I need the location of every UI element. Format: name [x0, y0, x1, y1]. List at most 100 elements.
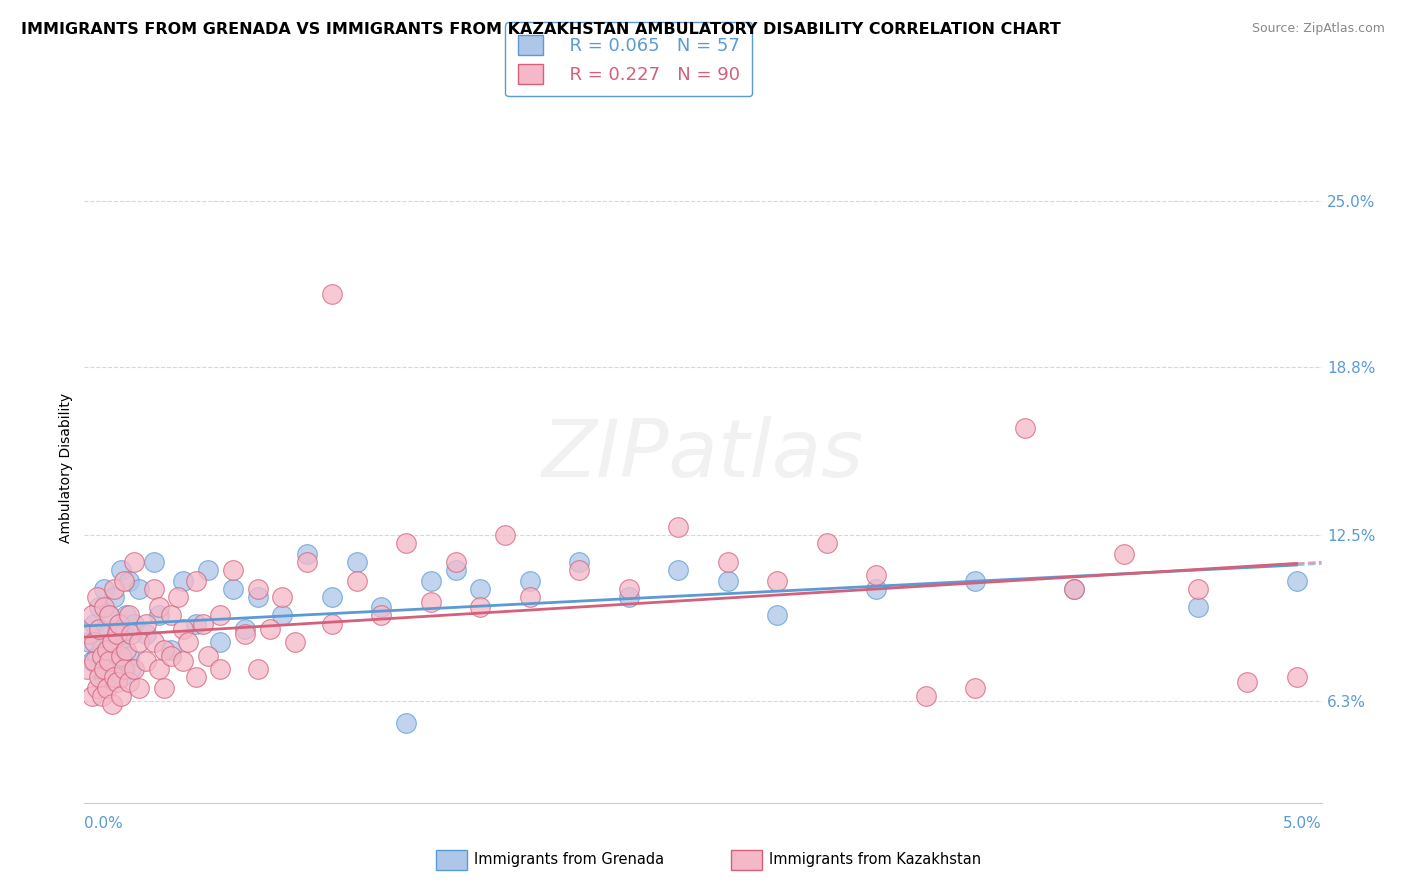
Point: [105, 675, 128, 690]
Point: [120, 662, 142, 676]
Point: [80, 654, 103, 668]
Point: [494, 528, 516, 542]
Point: [115, 608, 138, 623]
Point: [110, 648, 132, 663]
Point: [965, 574, 987, 588]
Point: [118, 648, 141, 663]
Point: [1285, 670, 1308, 684]
Point: [90, 689, 112, 703]
Text: 5.0%: 5.0%: [1282, 816, 1322, 831]
Point: [197, 563, 219, 577]
Point: [395, 715, 418, 730]
Point: [98, 662, 121, 676]
Point: [110, 563, 132, 577]
Point: [98, 654, 121, 668]
Point: [815, 536, 838, 550]
Point: [666, 563, 689, 577]
Point: [419, 574, 441, 588]
Point: [122, 616, 145, 631]
Point: [177, 635, 200, 649]
Point: [128, 582, 150, 596]
Point: [112, 662, 135, 676]
Point: [233, 627, 256, 641]
Point: [222, 582, 245, 596]
Point: [184, 574, 207, 588]
Point: [271, 590, 294, 604]
Point: [83, 616, 105, 631]
Point: [148, 600, 170, 615]
Point: [865, 568, 887, 582]
Y-axis label: Ambulatory Disability: Ambulatory Disability: [59, 393, 73, 543]
Point: [160, 608, 183, 623]
Point: [259, 622, 281, 636]
Point: [148, 608, 170, 623]
Point: [321, 590, 343, 604]
Text: 0.0%: 0.0%: [84, 816, 124, 831]
Point: [1014, 421, 1036, 435]
Point: [1063, 582, 1085, 596]
Point: [118, 675, 141, 690]
Point: [79, 627, 101, 641]
Point: [128, 635, 150, 649]
Point: [110, 689, 132, 703]
Point: [93, 662, 115, 676]
Point: [321, 287, 343, 301]
Point: [96, 643, 118, 657]
Point: [246, 662, 269, 676]
Point: [1187, 582, 1209, 596]
Point: [90, 648, 112, 663]
Point: [105, 622, 128, 636]
Point: [93, 670, 115, 684]
Point: [105, 627, 128, 641]
Point: [80, 608, 103, 623]
Point: [172, 654, 194, 668]
Point: [444, 563, 467, 577]
Point: [346, 555, 368, 569]
Point: [112, 574, 135, 588]
Point: [96, 627, 118, 641]
Point: [284, 635, 307, 649]
Point: [295, 547, 318, 561]
Point: [191, 616, 214, 631]
Point: [271, 608, 294, 623]
Point: [172, 622, 194, 636]
Point: [110, 670, 132, 684]
Point: [100, 697, 122, 711]
Point: [98, 608, 121, 623]
Point: [83, 654, 105, 668]
Point: [197, 648, 219, 663]
Text: Source: ZipAtlas.com: Source: ZipAtlas.com: [1251, 22, 1385, 36]
Point: [90, 640, 112, 655]
Point: [519, 590, 541, 604]
Point: [89, 622, 111, 636]
Point: [79, 635, 101, 649]
Point: [135, 616, 157, 631]
Point: [1187, 600, 1209, 615]
Point: [346, 574, 368, 588]
Point: [86, 590, 108, 604]
Point: [222, 563, 245, 577]
Point: [1285, 574, 1308, 588]
Point: [152, 681, 174, 695]
Point: [568, 555, 591, 569]
Point: [148, 662, 170, 676]
Point: [103, 582, 125, 596]
Point: [142, 582, 165, 596]
Point: [617, 590, 640, 604]
Point: [444, 555, 467, 569]
Text: ZIPatlas: ZIPatlas: [541, 416, 865, 494]
Point: [172, 574, 194, 588]
Point: [209, 635, 232, 649]
Point: [233, 622, 256, 636]
Point: [965, 681, 987, 695]
Point: [717, 574, 740, 588]
Point: [717, 555, 740, 569]
Point: [160, 643, 183, 657]
Point: [295, 555, 318, 569]
Point: [86, 648, 108, 663]
Point: [470, 600, 492, 615]
Point: [118, 574, 141, 588]
Point: [246, 582, 269, 596]
Point: [160, 648, 183, 663]
Point: [666, 520, 689, 534]
